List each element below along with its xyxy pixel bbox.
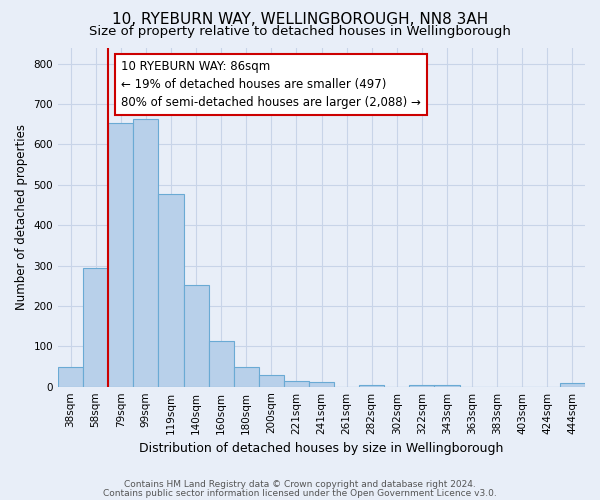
X-axis label: Distribution of detached houses by size in Wellingborough: Distribution of detached houses by size … bbox=[139, 442, 504, 455]
Bar bbox=[284, 380, 309, 386]
Bar bbox=[108, 124, 133, 386]
Text: Contains HM Land Registry data © Crown copyright and database right 2024.: Contains HM Land Registry data © Crown c… bbox=[124, 480, 476, 489]
Bar bbox=[209, 340, 233, 386]
Text: Contains public sector information licensed under the Open Government Licence v3: Contains public sector information licen… bbox=[103, 488, 497, 498]
Bar bbox=[434, 384, 460, 386]
Bar bbox=[259, 376, 284, 386]
Bar bbox=[409, 384, 434, 386]
Bar bbox=[233, 368, 259, 386]
Text: Size of property relative to detached houses in Wellingborough: Size of property relative to detached ho… bbox=[89, 25, 511, 38]
Text: 10, RYEBURN WAY, WELLINGBOROUGH, NN8 3AH: 10, RYEBURN WAY, WELLINGBOROUGH, NN8 3AH bbox=[112, 12, 488, 28]
Bar bbox=[309, 382, 334, 386]
Bar bbox=[83, 268, 108, 386]
Bar bbox=[184, 284, 209, 386]
Bar bbox=[560, 384, 585, 386]
Bar bbox=[58, 368, 83, 386]
Text: 10 RYEBURN WAY: 86sqm
← 19% of detached houses are smaller (497)
80% of semi-det: 10 RYEBURN WAY: 86sqm ← 19% of detached … bbox=[121, 60, 421, 108]
Y-axis label: Number of detached properties: Number of detached properties bbox=[15, 124, 28, 310]
Bar bbox=[359, 384, 384, 386]
Bar bbox=[133, 119, 158, 386]
Bar bbox=[158, 194, 184, 386]
